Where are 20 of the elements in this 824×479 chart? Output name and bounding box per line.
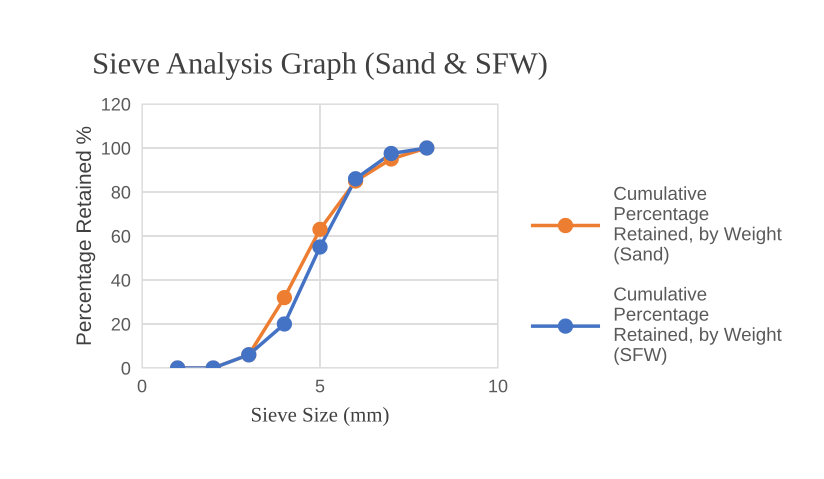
point xyxy=(312,239,328,255)
y-tick-label: 100 xyxy=(102,142,130,155)
y-tick-label: 0 xyxy=(122,362,130,375)
point xyxy=(312,222,328,238)
chart-title: Sieve Analysis Graph (Sand & SFW) xyxy=(94,52,547,80)
x-tick-label: 5 xyxy=(316,380,324,392)
point xyxy=(384,146,399,162)
point xyxy=(276,316,292,332)
y-tick-label: 120 xyxy=(102,98,130,111)
x-tick-label: 0 xyxy=(138,380,146,392)
x-tick-label: 10 xyxy=(489,380,508,392)
y-tick-label: 60 xyxy=(112,230,130,243)
x-axis-title: Sieve Size (mm) xyxy=(252,407,389,426)
y-tick-label: 40 xyxy=(111,274,130,287)
legend-label: Cumulative Percentage Retained, by Weight (Sand) xyxy=(614,186,782,264)
y-tick-label: 80 xyxy=(112,186,130,199)
y-axis-title: Percentage Retained % xyxy=(76,126,96,344)
y-tick-label: 20 xyxy=(112,318,130,331)
legend-label: Cumulative Percentage Retained, by Weight (SFW) xyxy=(614,286,782,365)
point xyxy=(276,290,292,306)
